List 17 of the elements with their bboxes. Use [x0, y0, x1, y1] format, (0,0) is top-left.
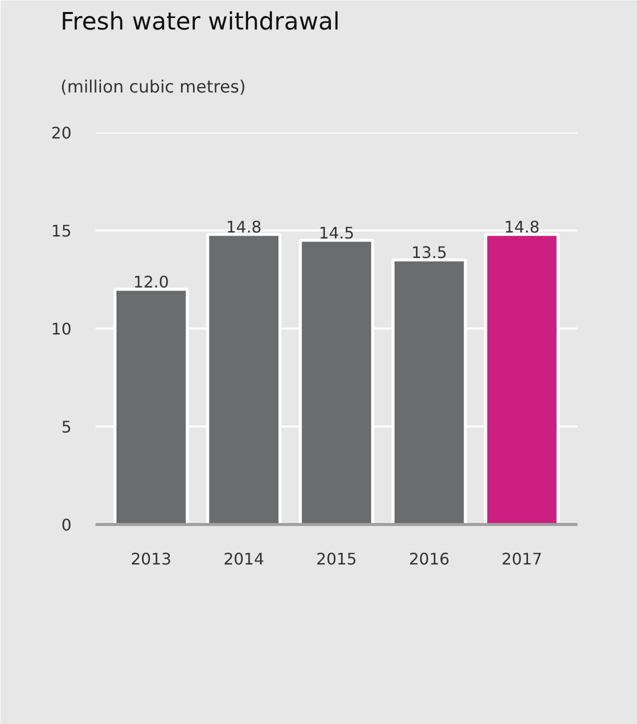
y-tick-label: 5 [61, 418, 72, 436]
data-label: 14.8 [504, 217, 540, 236]
data-label: 14.8 [226, 217, 262, 236]
x-tick-label: 2017 [502, 550, 542, 568]
chart-subtitle: (million cubic metres) [60, 78, 246, 98]
y-tick-label: 0 [61, 516, 72, 534]
chart-title: Fresh water withdrawal [60, 8, 340, 36]
data-label: 13.5 [411, 242, 448, 262]
x-tick-label: 2014 [223, 550, 264, 568]
y-tick-label: 20 [51, 124, 72, 142]
data-label: 14.5 [318, 223, 354, 242]
x-tick-label: 2016 [408, 550, 450, 568]
x-tick-label: 2015 [316, 550, 357, 568]
x-tick-label: 2013 [130, 550, 172, 568]
y-tick-label: 15 [51, 222, 72, 240]
y-tick-label: 10 [51, 320, 72, 338]
data-label: 12.0 [133, 272, 169, 292]
